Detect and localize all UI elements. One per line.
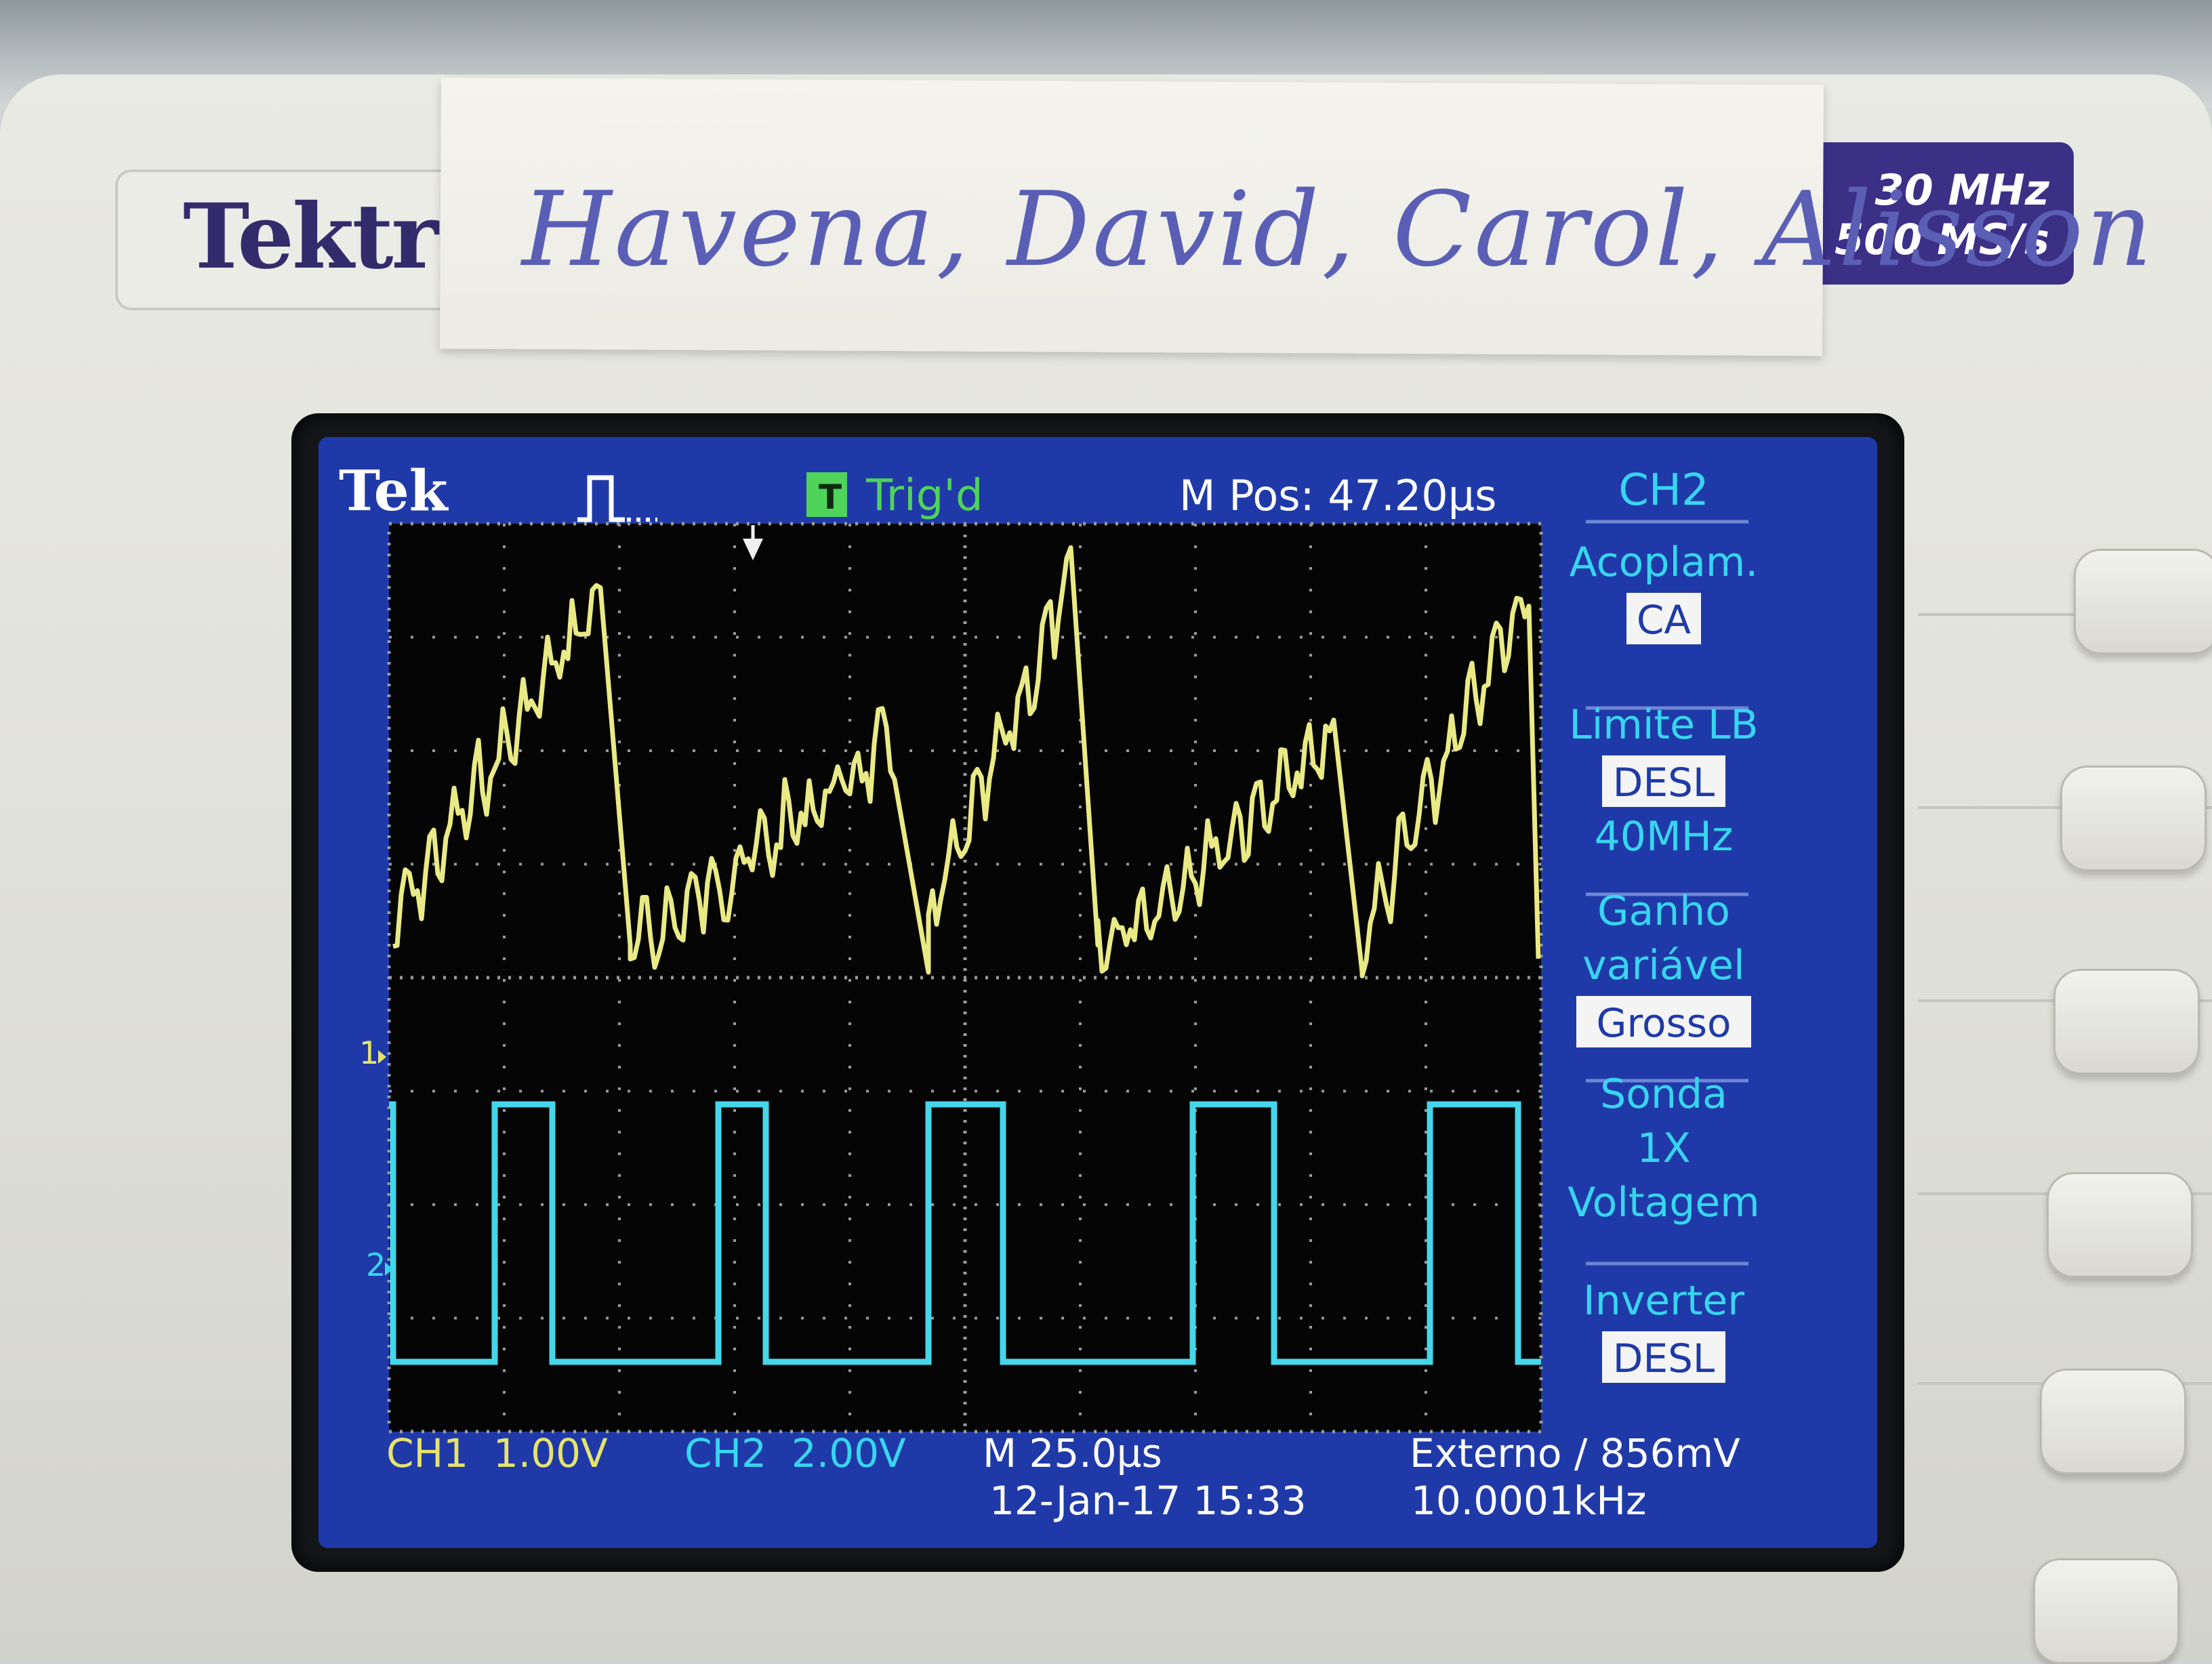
menu-item-5-value-box xyxy=(1602,1331,1725,1383)
spec-bandwidth: 30 MHz xyxy=(1875,165,2049,215)
timebase-readout: M 25.0µs xyxy=(983,1430,1162,1476)
date-time-readout: 12-Jan-17 15:33 xyxy=(989,1478,1307,1524)
tape-handwritten-names: Havena, David, Carol, Alisson xyxy=(522,169,2155,289)
menu-item-5-value: DESL xyxy=(1613,1335,1715,1381)
menu-item-3-label: Ganho xyxy=(1597,888,1730,935)
run-stop-button[interactable] xyxy=(2033,1558,2179,1664)
brand-plate xyxy=(115,169,473,310)
frequency-readout: 10.0001kHz xyxy=(1411,1478,1647,1524)
tek-logo: Tek xyxy=(339,459,449,524)
spec-sample-rate: 500 MS/s xyxy=(1835,215,2049,264)
ch2-ground-marker: 2 xyxy=(366,1247,386,1283)
menu-button-2[interactable] xyxy=(2060,766,2207,871)
menu-item-4-label2: 1X xyxy=(1637,1125,1690,1172)
menu-item-1-value: CA xyxy=(1637,597,1691,643)
trigger-position-icon xyxy=(743,539,763,560)
ch2-marker-arrow-icon xyxy=(385,1262,393,1276)
ch1-trace xyxy=(392,545,1541,978)
menu-item-3-label2: variável xyxy=(1582,942,1744,989)
menu-item-2-value-box xyxy=(1602,755,1725,807)
ch1-scale-readout: CH1 1.00V xyxy=(386,1430,608,1476)
menu-item-2-value: DESL xyxy=(1613,760,1715,806)
ch1-ground-marker: 1 xyxy=(359,1035,379,1071)
horizontal-position-readout: M Pos: 47.20µs xyxy=(1179,471,1496,520)
menu-item-5-label: Inverter xyxy=(1583,1277,1744,1325)
trigger-status-icon-glyph: T xyxy=(819,478,842,517)
graticule-border xyxy=(387,522,1543,1434)
menu-item-2-sub: 40MHz xyxy=(1595,813,1734,860)
menu-item-1-label: Acoplam. xyxy=(1570,539,1759,586)
scope-display: Tek T Trig'd M Pos: 47.20µs 1 2 CH2 Acopl… xyxy=(319,437,1877,1548)
spec-plate: 30 MHz 500 MS/s xyxy=(1803,142,2074,285)
menu-item-1-value-box xyxy=(1626,593,1701,644)
oscilloscope-screen: Tek T Trig'd M Pos: 47.20µs 1 2 CH2 Acopl… xyxy=(319,437,1877,1548)
panel-divider xyxy=(1918,613,2212,616)
ch1-marker-arrow-icon xyxy=(378,1050,386,1064)
graticule-grid xyxy=(387,522,1543,1434)
menu-button-3[interactable] xyxy=(2053,969,2200,1075)
menu-item-3-value: Grosso xyxy=(1597,1000,1732,1046)
menu-item-2-label: Limite LB xyxy=(1569,701,1758,749)
menu-title: CH2 xyxy=(1618,465,1709,516)
menu-item-4-sub: Voltagem xyxy=(1568,1179,1760,1226)
trigger-status-icon xyxy=(806,472,847,517)
ch2-trace xyxy=(389,1101,1541,1365)
menu-button-4[interactable] xyxy=(2047,1172,2193,1278)
menu-item-3-value-box xyxy=(1576,996,1751,1047)
menu-button-5[interactable] xyxy=(2040,1369,2186,1474)
menu-button-1[interactable] xyxy=(2074,549,2212,654)
brand-logo: Tektr xyxy=(183,184,438,289)
side-menu: CH2 Acoplam. CA Limite LB DESL 40MHz Ganho vari… xyxy=(1568,465,1760,1383)
trigger-status-text: Trig'd xyxy=(865,471,983,521)
trigger-readout: Externo ∕ 856mV xyxy=(1410,1430,1740,1476)
pulse-icon xyxy=(577,475,625,522)
menu-item-4-label: Sonda xyxy=(1600,1070,1727,1118)
ch2-scale-readout: CH2 2.00V xyxy=(684,1430,906,1476)
